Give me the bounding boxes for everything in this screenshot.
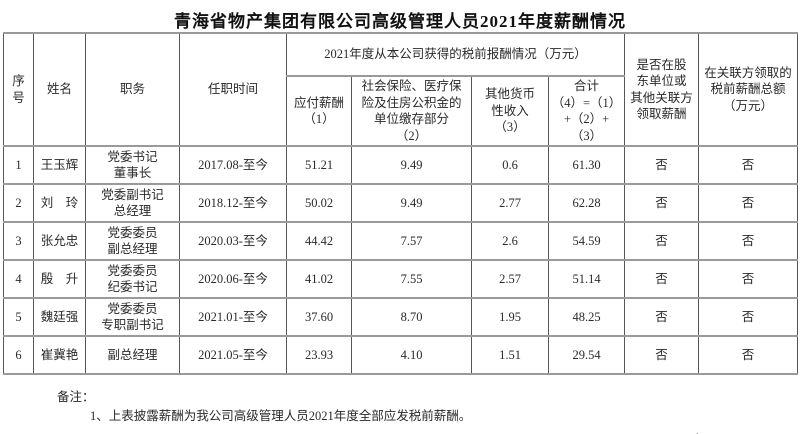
cell-other-income: 1.51 xyxy=(471,335,549,375)
table-row: 5 魏廷强 党委委员 专职副书记 2021.01-至今 37.60 8.70 1… xyxy=(3,297,799,337)
cell-seq: 5 xyxy=(3,297,34,337)
report-date: 2022年12月26日 xyxy=(0,429,756,434)
cell-name: 刘 玲 xyxy=(33,183,86,223)
cell-total: 54.59 xyxy=(547,221,626,261)
note-item-1: 1、上表披露薪酬为我公司高级管理人员2021年度全部应发税前薪酬。 xyxy=(90,409,472,423)
cell-seq: 2 xyxy=(3,183,34,223)
header-related-pay-flag: 是否在股 东单位或 其他关联方 领取薪酬 xyxy=(624,32,700,147)
header-group-pretax: 2021年度从本公司获得的税前报酬情况（万元） xyxy=(285,32,626,77)
table-row: 2 刘 玲 党委副书记 总经理 2018.12-至今 50.02 9.49 2.… xyxy=(3,183,799,223)
cell-total: 29.54 xyxy=(547,335,626,375)
cell-seq: 6 xyxy=(3,335,34,375)
table-row: 6 崔冀艳 副总经理 2021.05-至今 23.93 4.10 1.51 29… xyxy=(3,335,799,375)
header-position: 职务 xyxy=(85,32,180,147)
cell-tenure: 2020.06-至今 xyxy=(179,259,287,299)
cell-insurance: 9.49 xyxy=(351,145,472,185)
cell-payable: 23.93 xyxy=(286,335,352,375)
cell-insurance: 7.57 xyxy=(351,221,472,261)
cell-related-amount: 否 xyxy=(698,183,799,223)
cell-seq: 3 xyxy=(3,221,34,261)
cell-related-pay-flag: 否 xyxy=(624,297,700,337)
cell-payable: 51.21 xyxy=(286,145,352,185)
cell-seq: 4 xyxy=(3,259,34,299)
table-row: 1 王玉辉 党委书记 董事长 2017.08-至今 51.21 9.49 0.6… xyxy=(3,145,799,185)
cell-position: 党委副书记 总经理 xyxy=(85,183,180,223)
cell-name: 王玉辉 xyxy=(33,145,86,185)
cell-insurance: 9.49 xyxy=(351,183,472,223)
cell-related-amount: 否 xyxy=(698,297,799,337)
cell-name: 殷 升 xyxy=(33,259,86,299)
cell-related-pay-flag: 否 xyxy=(624,145,700,185)
cell-total: 48.25 xyxy=(547,297,626,337)
cell-tenure: 2018.12-至今 xyxy=(179,183,287,223)
cell-related-pay-flag: 否 xyxy=(624,221,700,261)
salary-table: 序 号 姓名 职务 任职时间 2021年度从本公司获得的税前报酬情况（万元） 是… xyxy=(3,32,799,375)
cell-total: 62.28 xyxy=(547,183,626,223)
cell-related-pay-flag: 否 xyxy=(624,335,700,375)
header-tenure: 任职时间 xyxy=(179,32,287,147)
cell-position: 党委委员 副总经理 xyxy=(85,221,180,261)
cell-related-amount: 否 xyxy=(698,221,799,261)
header-row-group: 序 号 姓名 职务 任职时间 2021年度从本公司获得的税前报酬情况（万元） 是… xyxy=(3,32,799,147)
header-total: 合计 （4）=（1） +（2）+ （3） xyxy=(547,75,626,147)
table-row: 3 张允忠 党委委员 副总经理 2020.03-至今 44.42 7.57 2.… xyxy=(3,221,799,261)
cell-position: 党委委员 专职副书记 xyxy=(85,297,180,337)
cell-related-amount: 否 xyxy=(698,145,799,185)
header-other-income: 其他货币 性收入 （3） xyxy=(471,75,549,147)
cell-name: 张允忠 xyxy=(33,221,86,261)
cell-tenure: 2020.03-至今 xyxy=(179,221,287,261)
cell-seq: 1 xyxy=(3,145,34,185)
cell-payable: 44.42 xyxy=(286,221,352,261)
cell-other-income: 2.77 xyxy=(471,183,549,223)
cell-position: 党委书记 董事长 xyxy=(85,145,180,185)
cell-tenure: 2017.08-至今 xyxy=(179,145,287,185)
cell-position: 副总经理 xyxy=(85,335,180,375)
cell-position: 党委委员 纪委书记 xyxy=(85,259,180,299)
cell-total: 61.30 xyxy=(547,145,626,185)
cell-insurance: 4.10 xyxy=(351,335,472,375)
cell-related-amount: 否 xyxy=(698,335,799,375)
header-name: 姓名 xyxy=(33,32,86,147)
cell-related-pay-flag: 否 xyxy=(624,183,700,223)
cell-name: 崔冀艳 xyxy=(33,335,86,375)
notes-label: 备注： xyxy=(57,390,95,404)
cell-other-income: 2.6 xyxy=(471,221,549,261)
cell-payable: 37.60 xyxy=(286,297,352,337)
header-seq: 序 号 xyxy=(3,32,34,147)
cell-other-income: 0.6 xyxy=(471,145,549,185)
cell-name: 魏廷强 xyxy=(33,297,86,337)
header-insurance: 社会保险、医疗保 险及住房公积金的 单位缴存部分 （2） xyxy=(351,75,472,147)
header-payable: 应付薪酬 （1） xyxy=(286,75,352,147)
cell-related-amount: 否 xyxy=(698,259,799,299)
header-related-amount: 在关联方领取的 税前薪酬总额 （万元） xyxy=(698,32,799,147)
cell-total: 51.14 xyxy=(547,259,626,299)
cell-insurance: 7.55 xyxy=(351,259,472,299)
cell-other-income: 1.95 xyxy=(471,297,549,337)
cell-payable: 41.02 xyxy=(286,259,352,299)
cell-related-pay-flag: 否 xyxy=(624,259,700,299)
cell-tenure: 2021.05-至今 xyxy=(179,335,287,375)
header-row-sub: 应付薪酬 （1） 社会保险、医疗保 险及住房公积金的 单位缴存部分 （2） 其他… xyxy=(4,75,798,147)
cell-tenure: 2021.01-至今 xyxy=(179,297,287,337)
table-row: 4 殷 升 党委委员 纪委书记 2020.06-至今 41.02 7.55 2.… xyxy=(3,259,799,299)
cell-insurance: 8.70 xyxy=(351,297,472,337)
notes-section: 备注： 1、上表披露薪酬为我公司高级管理人员2021年度全部应发税前薪酬。 xyxy=(57,389,800,425)
cell-payable: 50.02 xyxy=(286,183,352,223)
page-title: 青海省物产集团有限公司高级管理人员2021年度薪酬情况 xyxy=(174,12,626,31)
cell-other-income: 2.57 xyxy=(471,259,549,299)
